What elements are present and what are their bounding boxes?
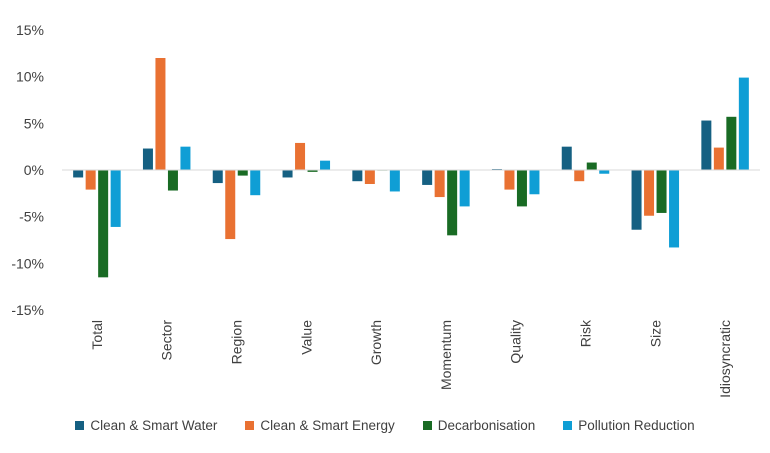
x-tick-label: Total	[89, 320, 105, 350]
x-tick-label: Quality	[508, 320, 524, 364]
y-tick-label: 5%	[24, 115, 44, 131]
bar	[669, 170, 680, 248]
bar	[98, 170, 109, 278]
x-tick-label: Size	[647, 320, 663, 347]
bar	[656, 170, 667, 213]
bar	[599, 170, 610, 174]
legend-label: Decarbonisation	[437, 418, 536, 433]
bar	[504, 170, 515, 190]
x-tick-label: Risk	[578, 319, 594, 347]
bar	[320, 160, 331, 170]
legend-swatch	[245, 421, 255, 430]
x-tick-label: Idiosyncratic	[717, 320, 733, 398]
bar	[180, 146, 191, 170]
y-tick-label: 15%	[16, 22, 44, 38]
y-tick-label: -15%	[11, 302, 44, 318]
legend-swatch	[422, 421, 432, 430]
bar	[726, 116, 737, 170]
x-tick-label: Value	[298, 320, 314, 355]
legend-swatch	[75, 421, 85, 430]
bars	[73, 58, 749, 278]
bar	[631, 170, 642, 230]
bar	[644, 170, 655, 216]
bar	[701, 120, 712, 170]
legend-item: Pollution Reduction	[563, 418, 695, 433]
bar	[85, 170, 96, 190]
bar	[574, 170, 585, 182]
bar	[586, 162, 597, 170]
y-tick-label: -10%	[11, 255, 44, 271]
bar	[352, 170, 363, 182]
bar	[250, 170, 261, 196]
bar	[167, 170, 178, 191]
bar	[142, 148, 153, 170]
bar	[422, 170, 433, 185]
bar	[389, 170, 400, 192]
bar	[212, 170, 223, 184]
legend-item: Clean & Smart Water	[75, 418, 217, 433]
legend-label: Pollution Reduction	[578, 418, 695, 433]
legend-label: Clean & Smart Water	[90, 418, 218, 433]
bar	[434, 170, 445, 198]
bar	[447, 170, 458, 236]
bar	[295, 142, 306, 170]
legend-item: Clean & Smart Energy	[245, 418, 395, 433]
x-axis: Total Sector Region Value Growth Momentum Qual…	[89, 319, 733, 398]
bar	[110, 170, 121, 227]
legend-swatch	[563, 421, 573, 430]
y-axis: 15% 10% 5% 0% -5% -10% -15%	[11, 22, 44, 318]
x-tick-label: Momentum	[438, 320, 454, 390]
bar	[73, 170, 84, 178]
x-tick-label: Sector	[159, 320, 175, 361]
y-tick-label: 10%	[16, 69, 44, 85]
x-tick-label: Growth	[368, 320, 384, 365]
bar	[561, 146, 572, 170]
bar	[459, 170, 470, 207]
bar	[364, 170, 375, 184]
bar	[738, 77, 749, 170]
bar	[282, 170, 293, 178]
bar	[516, 170, 527, 207]
y-tick-label: -5%	[19, 209, 44, 225]
y-tick-label: 0%	[24, 162, 44, 178]
x-tick-label: Region	[229, 320, 245, 364]
bar	[529, 170, 540, 195]
bar	[307, 170, 318, 172]
bar	[225, 170, 236, 240]
legend-item: Decarbonisation	[422, 418, 536, 433]
bar	[155, 58, 166, 170]
legend-label: Clean & Smart Energy	[260, 418, 395, 433]
bar	[237, 170, 248, 176]
bar	[713, 147, 724, 170]
legend: Clean & Smart Water Clean & Smart Energy D…	[0, 418, 770, 433]
